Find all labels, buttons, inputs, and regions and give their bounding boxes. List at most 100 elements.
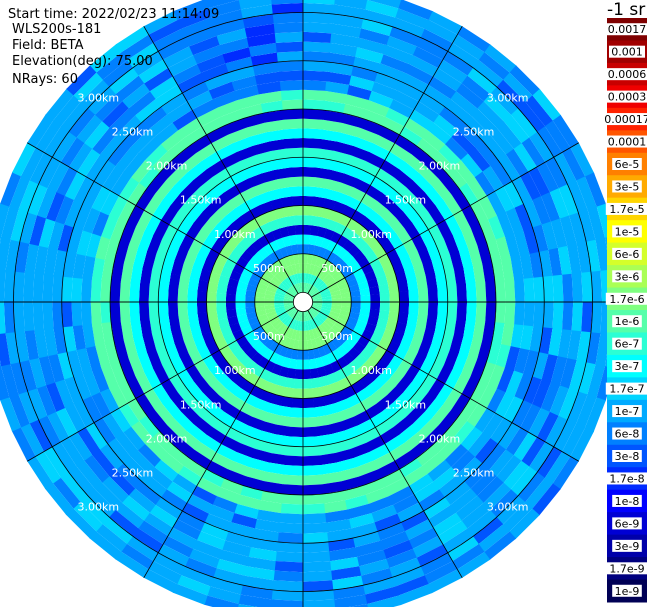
gate-cell (504, 279, 516, 303)
gate-cell (426, 243, 441, 261)
gate-cell (235, 301, 246, 310)
gate-cell (276, 177, 292, 189)
gate-cell (99, 443, 124, 470)
gate-cell (261, 273, 272, 283)
gate-cell (242, 476, 265, 491)
range-ring-label: 2.50km (453, 467, 495, 480)
gate-cell (82, 207, 101, 234)
gate-cell (314, 186, 328, 199)
colorbar-label: 6e-6 (615, 248, 640, 261)
gate-cell (380, 159, 400, 178)
gate-cell (148, 19, 183, 43)
gate-cell (24, 329, 39, 361)
gate-cell (302, 330, 308, 341)
gate-cell (290, 349, 298, 360)
gate-cell (304, 311, 309, 321)
gate-cell (394, 134, 417, 154)
gate-cell (84, 120, 110, 149)
gate-cell (254, 71, 281, 85)
gate-cell (466, 509, 497, 537)
gate-cell (251, 407, 268, 422)
gate-cell (264, 471, 285, 485)
gate-cell (595, 237, 611, 272)
gate-cell (158, 37, 190, 60)
gate-cell (72, 253, 87, 279)
gate-cell (417, 340, 432, 358)
gate-cell (519, 325, 534, 351)
gate-cell (490, 417, 512, 445)
colorbar-label-bg (612, 427, 642, 440)
gate-cell (13, 270, 25, 302)
gate-cell (303, 51, 330, 63)
gate-cell (251, 352, 264, 365)
gate-cell (306, 263, 312, 274)
gate-cell (160, 129, 185, 152)
gate-cell (216, 309, 228, 321)
gate-cell (461, 227, 478, 249)
gate-cell (417, 192, 436, 212)
gate-cell (276, 217, 288, 229)
gate-cell (29, 419, 53, 452)
range-ring-label: 1.50km (385, 398, 427, 411)
gate-cell (357, 37, 388, 55)
gate-cell (313, 245, 322, 257)
gate-cell (303, 215, 313, 226)
gate-cell (251, 448, 271, 463)
gate-cell (73, 399, 95, 428)
gate-cell (467, 147, 491, 173)
gate-cell (338, 282, 349, 291)
gate-cell (68, 431, 93, 461)
gate-cell (19, 211, 38, 244)
gate-cell (326, 316, 337, 325)
gate-cell (421, 452, 446, 475)
gate-cell (266, 402, 281, 416)
gate-cell (32, 273, 44, 302)
gate-cell (179, 234, 195, 251)
gate-cell (287, 289, 296, 297)
gate-cell (302, 321, 307, 331)
gate-cell (178, 198, 196, 217)
gate-cell (387, 281, 399, 294)
gate-cell (386, 201, 404, 219)
gate-cell (101, 259, 115, 282)
gate-cell (382, 328, 395, 342)
gate-cell (329, 381, 343, 394)
gate-cell (297, 340, 303, 351)
gate-cell (490, 86, 519, 116)
gate-cell (405, 63, 434, 86)
gate-cell (367, 316, 379, 327)
gate-cell (548, 247, 563, 277)
gate-cell (335, 258, 347, 270)
gate-cell (238, 319, 251, 330)
gate-cell (224, 118, 247, 135)
gate-cell (185, 204, 203, 223)
gate-cell (339, 122, 361, 137)
gate-cell (332, 14, 364, 29)
gate-cell (229, 322, 242, 334)
gate-cell (320, 307, 331, 314)
gate-cell (412, 536, 443, 558)
gate-cell (427, 302, 439, 317)
gate-cell (367, 278, 379, 289)
gate-cell (408, 250, 423, 267)
gate-cell (443, 194, 463, 216)
gate-cell (283, 299, 294, 302)
gate-cell (172, 63, 202, 85)
gate-cell (468, 338, 483, 360)
gate-cell (72, 501, 103, 532)
gate-cell (410, 438, 433, 459)
gate-cell (428, 224, 445, 244)
gate-cell (20, 422, 44, 457)
colorbar-label-bg (612, 315, 642, 328)
gate-cell (81, 278, 92, 302)
gate-cell (427, 287, 439, 303)
gate-cell (347, 316, 359, 326)
gate-cell (449, 488, 478, 514)
gate-cell (368, 90, 394, 109)
gate-cell (300, 282, 304, 293)
gate-cell (590, 270, 603, 303)
gate-cell (179, 430, 201, 451)
gate-cell (406, 180, 426, 199)
gate-cell (569, 212, 587, 245)
gate-cell (252, 141, 272, 156)
